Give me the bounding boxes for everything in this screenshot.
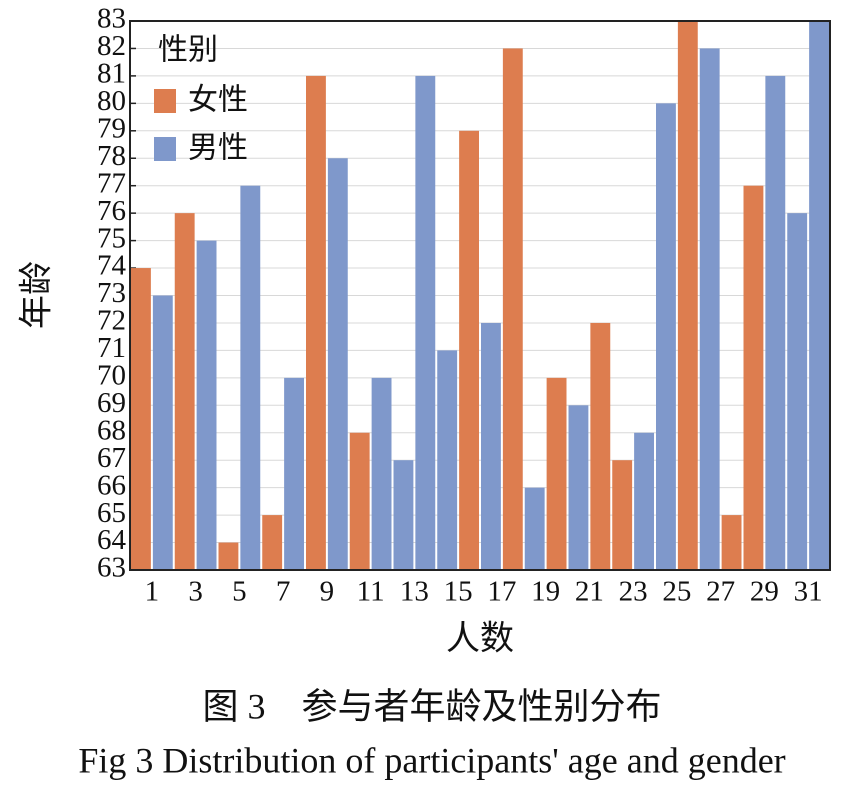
bar xyxy=(196,240,217,570)
bar xyxy=(481,322,501,570)
bar xyxy=(174,213,195,570)
x-tick-label: 13 xyxy=(400,576,429,608)
bar xyxy=(327,158,348,570)
x-tick-label: 3 xyxy=(188,576,203,608)
plot-frame xyxy=(129,20,831,571)
y-tick-label: 82 xyxy=(97,30,126,62)
x-tick-label: 21 xyxy=(575,576,604,608)
bar xyxy=(634,432,654,570)
y-tick-label: 69 xyxy=(97,387,126,419)
legend-label: 女性 xyxy=(188,83,248,118)
y-tick-label: 71 xyxy=(97,332,126,364)
x-tick-label: 19 xyxy=(531,576,560,608)
y-tick-label: 79 xyxy=(97,112,126,144)
bar xyxy=(262,515,283,570)
y-tick-label: 63 xyxy=(97,552,126,584)
y-tick-label: 78 xyxy=(97,140,126,172)
x-tick-label: 23 xyxy=(619,576,648,608)
y-tick-label: 81 xyxy=(97,58,126,90)
x-tick-label: 1 xyxy=(145,576,160,608)
bar xyxy=(765,75,786,571)
bar xyxy=(721,515,742,570)
x-tick-label: 15 xyxy=(444,576,473,608)
bar xyxy=(677,21,698,570)
bar xyxy=(131,268,151,570)
caption-cn: 图 3 参与者年龄及性别分布 xyxy=(202,686,661,726)
y-tick-label: 66 xyxy=(97,469,126,501)
bar xyxy=(152,295,173,570)
x-tick-label: 11 xyxy=(357,576,385,608)
x-tick-label: 29 xyxy=(750,576,779,608)
x-tick-label: 7 xyxy=(276,576,291,608)
y-tick-label: 70 xyxy=(97,360,126,392)
x-tick-label: 17 xyxy=(487,576,516,608)
y-tick-label: 75 xyxy=(97,222,126,254)
bar xyxy=(437,350,458,570)
y-tick-label: 73 xyxy=(97,277,126,309)
x-tick-label: 27 xyxy=(706,576,735,608)
x-tick-label: 31 xyxy=(794,576,823,608)
y-tick-label: 74 xyxy=(97,250,127,282)
bar xyxy=(656,103,676,570)
bar xyxy=(415,75,436,571)
bar xyxy=(568,405,589,570)
bar xyxy=(306,75,326,571)
bar xyxy=(612,460,633,570)
legend-swatch xyxy=(154,89,176,113)
x-tick-label: 5 xyxy=(232,576,247,608)
y-tick-label: 77 xyxy=(97,167,126,199)
bar xyxy=(546,377,567,570)
bar xyxy=(393,460,414,570)
y-tick-label: 67 xyxy=(97,442,126,474)
bar xyxy=(349,432,370,570)
bar xyxy=(787,213,808,570)
bar xyxy=(590,322,611,570)
y-tick-label: 80 xyxy=(97,85,126,117)
legend-label: 男性 xyxy=(188,131,248,166)
y-tick-label: 72 xyxy=(97,305,126,337)
bar xyxy=(240,185,261,570)
caption-en: Fig 3 Distribution of participants' age … xyxy=(78,740,785,780)
y-tick-label: 68 xyxy=(97,414,126,446)
bar xyxy=(524,487,545,570)
legend-swatch xyxy=(154,137,176,161)
bar xyxy=(502,48,523,570)
y-tick-label: 64 xyxy=(97,524,127,556)
x-tick-label: 9 xyxy=(320,576,335,608)
bar xyxy=(809,21,829,570)
x-tick-label: 25 xyxy=(662,576,691,608)
y-tick-label: 65 xyxy=(97,497,126,529)
y-tick-label: 83 xyxy=(97,3,126,35)
bar xyxy=(218,542,239,570)
bar xyxy=(699,48,720,570)
bar xyxy=(371,377,392,570)
bar xyxy=(459,130,479,571)
y-axis-label: 年龄 xyxy=(17,261,57,329)
bar xyxy=(284,377,304,570)
legend-title: 性别 xyxy=(158,33,218,68)
y-tick-label: 76 xyxy=(97,195,126,227)
x-axis-label: 人数 xyxy=(446,619,514,659)
bar xyxy=(743,185,764,570)
